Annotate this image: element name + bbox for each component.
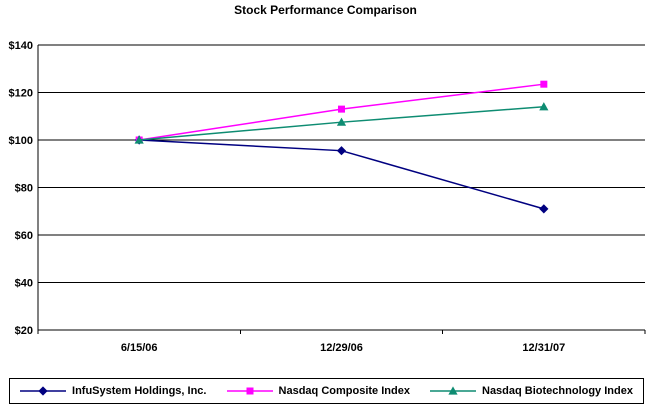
biotech-series-icon bbox=[430, 386, 476, 395]
x-tick-label: 6/15/06 bbox=[121, 342, 158, 354]
y-tick-label: $100 bbox=[9, 135, 33, 147]
legend-entry-composite: Nasdaq Composite Index bbox=[226, 385, 410, 397]
diamond-marker bbox=[38, 386, 48, 396]
legend: InfuSystem Holdings, Inc. Nasdaq Composi… bbox=[9, 378, 644, 404]
chart-title: Stock Performance Comparison bbox=[234, 3, 417, 17]
y-tick-label: $20 bbox=[15, 325, 33, 337]
legend-entry-infusystem: InfuSystem Holdings, Inc. bbox=[20, 385, 206, 397]
y-tick-label: $60 bbox=[15, 230, 33, 242]
square-marker bbox=[246, 387, 254, 395]
triangle-marker bbox=[448, 386, 458, 395]
triangle-marker bbox=[134, 135, 144, 144]
y-tick-label: $140 bbox=[9, 40, 33, 52]
composite-series-icon bbox=[226, 387, 273, 395]
x-tick-label: 12/31/07 bbox=[522, 342, 565, 354]
chart-plot: $20 $40 $60 $80 $100 $120 $140 6/15/06 12/29/06 1… bbox=[9, 40, 646, 354]
triangle-marker bbox=[336, 117, 347, 126]
diamond-marker bbox=[336, 146, 347, 156]
x-tick-label: 12/29/06 bbox=[320, 342, 363, 354]
legend-entry-biotech: Nasdaq Biotechnology Index bbox=[430, 385, 633, 397]
legend-label-composite: Nasdaq Composite Index bbox=[278, 385, 410, 397]
triangle-marker bbox=[539, 102, 549, 111]
square-marker bbox=[540, 80, 548, 88]
infusystem-series-icon bbox=[20, 386, 67, 396]
square-marker bbox=[338, 105, 345, 113]
legend-label-biotech: Nasdaq Biotechnology Index bbox=[482, 385, 633, 397]
diamond-marker bbox=[539, 204, 549, 214]
y-tick-label: $80 bbox=[15, 183, 33, 195]
y-tick-label: $120 bbox=[9, 88, 33, 100]
y-tick-label: $40 bbox=[15, 278, 33, 290]
legend-label-infusystem: InfuSystem Holdings, Inc. bbox=[72, 385, 207, 397]
